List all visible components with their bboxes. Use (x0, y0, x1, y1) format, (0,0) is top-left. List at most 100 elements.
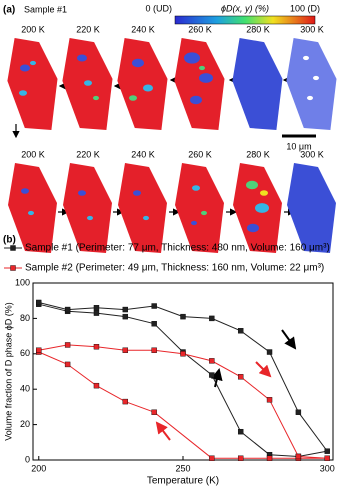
x-tick-label: 200 (31, 463, 46, 473)
map-patch (303, 55, 309, 61)
data-point (295, 409, 302, 415)
data-point (266, 397, 273, 403)
map-body (232, 38, 283, 130)
map-patch (28, 210, 34, 216)
map-body (286, 38, 337, 130)
map-body (174, 38, 225, 130)
map-patch (191, 220, 197, 226)
map-patch (190, 95, 202, 105)
y-tick-label: 0 (25, 454, 30, 464)
map-patch (247, 223, 259, 233)
y-tick-label: 100 (15, 277, 30, 287)
temperature-label: 200 K (21, 24, 45, 34)
colorbar (174, 15, 316, 25)
y-tick-label: 80 (20, 313, 30, 323)
phase-map (7, 38, 58, 130)
series-line (38, 302, 329, 458)
data-point (64, 306, 71, 313)
data-point (122, 306, 129, 313)
temperature-label: 240 K (131, 149, 155, 159)
data-point (324, 455, 330, 461)
data-point (295, 453, 302, 460)
map-patch (84, 80, 92, 86)
map-body (8, 163, 57, 253)
data-point (209, 315, 215, 322)
data-point (36, 299, 42, 306)
map-patch (260, 190, 268, 196)
map-body (117, 38, 168, 130)
data-point (209, 372, 215, 378)
phase-map (174, 38, 225, 130)
map-body (118, 163, 167, 253)
map-patch (78, 190, 86, 196)
map-patch (132, 58, 144, 68)
temperature-label: 260 K (188, 24, 212, 34)
map-body (287, 163, 336, 253)
map-patch (199, 65, 205, 71)
loop-arrows (155, 329, 297, 441)
map-patch (255, 203, 269, 213)
data-point (122, 398, 129, 405)
phase-map (62, 38, 113, 130)
data-point (151, 303, 157, 309)
map-patch (21, 188, 29, 194)
data-point (36, 347, 42, 353)
data-point (237, 374, 244, 380)
map-patch (199, 73, 213, 83)
series-line (38, 344, 328, 459)
phase-map (8, 163, 57, 253)
temperature-label: 300 K (300, 24, 324, 34)
data-point (209, 455, 215, 461)
y-tick-label: 60 (20, 348, 30, 358)
map-patch (192, 185, 200, 191)
x-axis-label: Temperature (K) (147, 476, 219, 487)
map-patch (184, 52, 200, 64)
legend-marker (10, 265, 16, 271)
data-point (64, 342, 71, 348)
map-patch (129, 95, 137, 101)
colorbar-title: ϕD(x, y) (%) (221, 3, 269, 13)
data-point (180, 313, 186, 320)
data-point (324, 448, 330, 454)
map-patch (30, 60, 36, 66)
phase-map (63, 163, 112, 253)
map-patch (246, 180, 258, 190)
map-patch (143, 84, 153, 92)
data-point (93, 382, 100, 389)
map-body (175, 163, 224, 253)
data-point (151, 321, 157, 327)
phase-map (287, 163, 336, 253)
data-point (266, 455, 273, 461)
map-patch (93, 95, 99, 101)
y-axis-label: Volume fraction of D phase ϕD (%) (3, 302, 13, 441)
phase-map (117, 38, 168, 130)
phase-map (233, 163, 282, 253)
temperature-label: 280 K (246, 149, 270, 159)
data-point (93, 305, 100, 311)
temperature-label: 240 K (131, 24, 155, 34)
data-point (237, 328, 244, 334)
map-patch (307, 95, 313, 101)
data-point (237, 455, 244, 461)
data-point (151, 409, 157, 415)
legend-label: Sample #2 (Perimeter: 49 μm, Thickness: … (25, 263, 324, 274)
data-point (122, 313, 129, 320)
map-body (7, 38, 58, 130)
legend-marker (10, 245, 16, 251)
temperature-label: 220 K (76, 24, 100, 34)
data-point (122, 347, 129, 353)
data-point (151, 347, 157, 353)
phase-map (175, 163, 224, 253)
scale-bar-label: 10 μm (286, 141, 311, 151)
temperature-label: 200 K (21, 149, 45, 159)
data-point (209, 358, 215, 364)
temperature-label: 280 K (246, 24, 270, 34)
map-patch (313, 75, 319, 81)
map-patch (143, 215, 149, 221)
panel-label: (b) (3, 235, 16, 246)
sample-label: Sample #1 (24, 4, 67, 14)
map-patch (87, 215, 93, 221)
data-point (237, 428, 244, 435)
